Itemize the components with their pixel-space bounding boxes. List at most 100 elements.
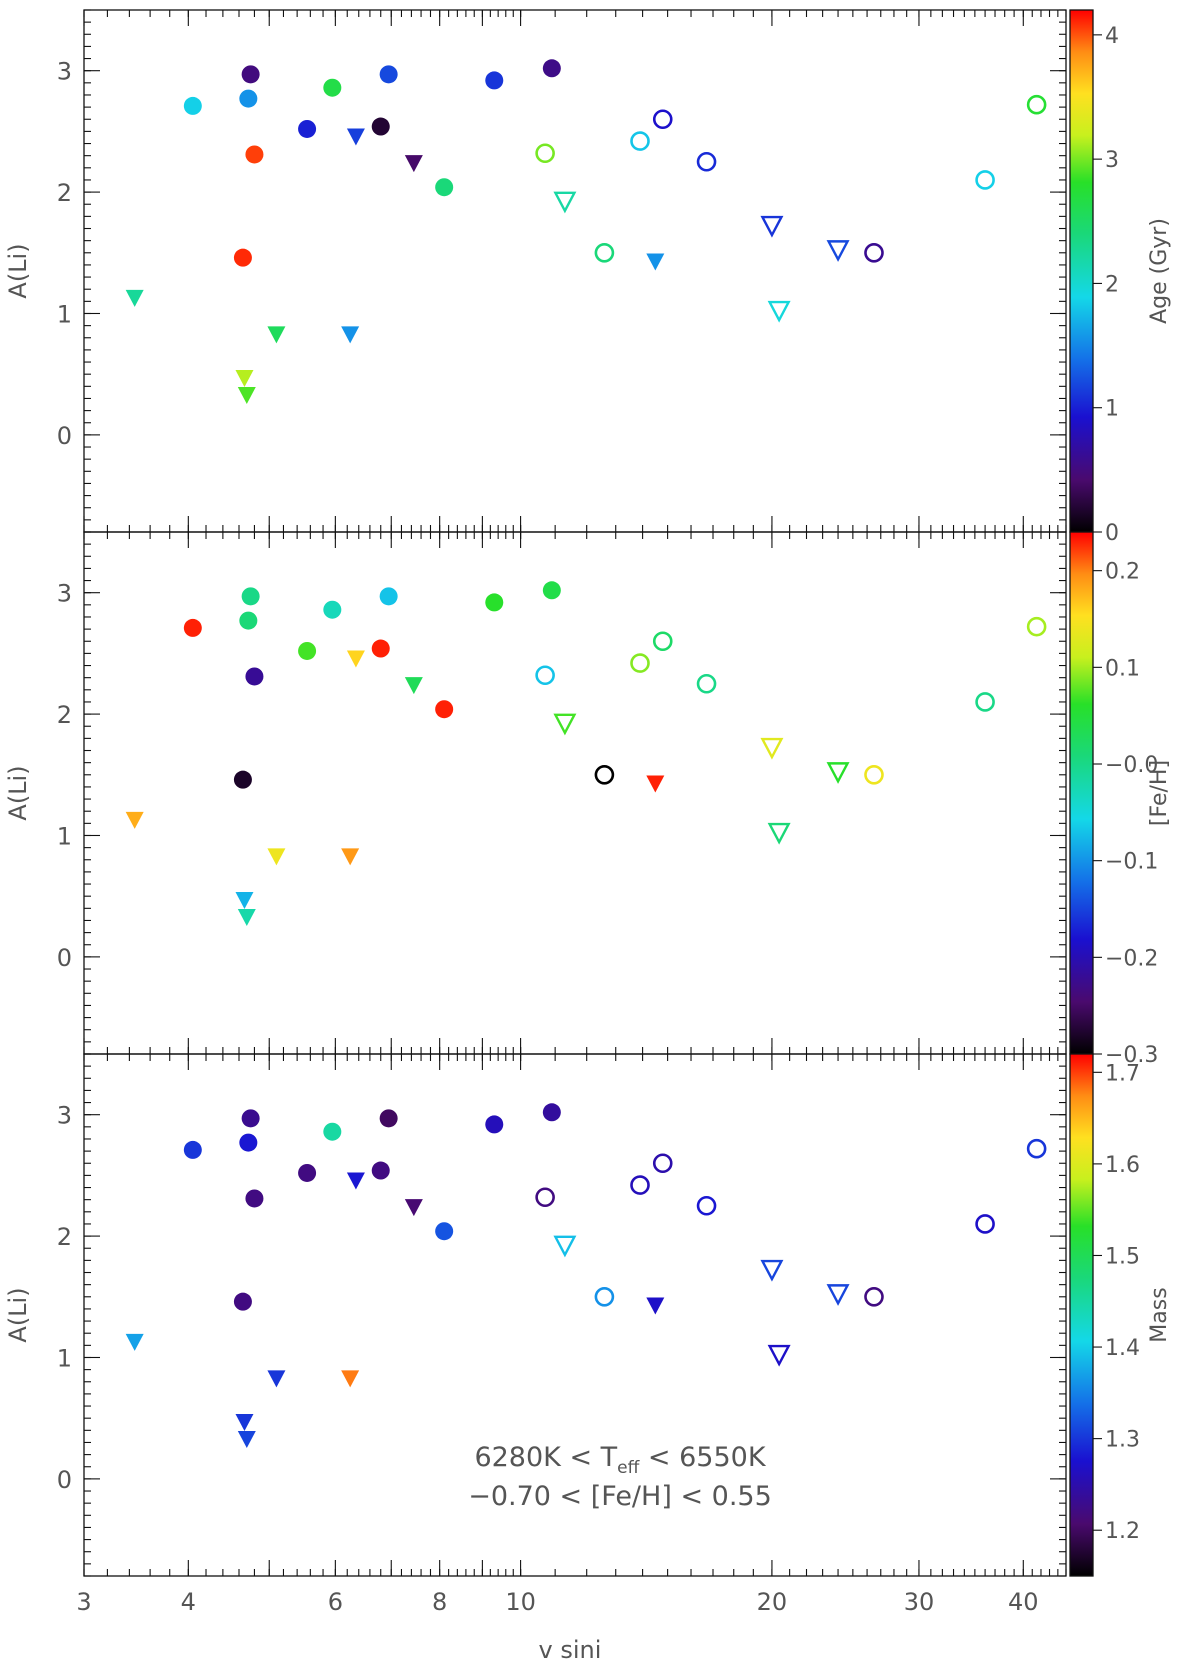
y-tick-label: 3	[57, 58, 72, 86]
data-point-limit	[235, 892, 254, 910]
colorbar	[1070, 10, 1093, 532]
y-tick-label: 0	[57, 1466, 72, 1494]
data-point	[241, 587, 260, 606]
data-point-open	[696, 151, 717, 172]
data-point-open	[630, 653, 650, 673]
data-point	[542, 581, 561, 600]
data-point	[241, 65, 260, 84]
data-point-limit	[237, 909, 256, 927]
data-point-open	[696, 673, 717, 694]
panel-2: 0 1 2 3 A(Li) −0.3 −0.2 −0.1 −0.0 0.1 0.2 [Fe/H]	[4, 531, 1172, 1068]
data-point-open	[1026, 94, 1047, 115]
data-point	[542, 1103, 561, 1122]
colorbar-tick-label: 0.1	[1105, 656, 1140, 681]
colorbar-tick-label: −0.0	[1105, 753, 1158, 778]
annotation-teff-text: 6280K < Teff < 6550K	[474, 1442, 766, 1478]
data-point	[379, 65, 398, 84]
y-tick-label: 2	[57, 1223, 72, 1251]
data-point-limit-open	[826, 240, 850, 262]
data-point-limit	[646, 1297, 665, 1315]
data-point-limit	[341, 848, 360, 866]
data-point	[239, 1133, 258, 1152]
x-tick-label: 4	[181, 1588, 196, 1616]
colorbar-tick-label: 1.7	[1105, 1061, 1140, 1086]
data-point-limit-open	[826, 1284, 850, 1306]
x-tick-label: 40	[1008, 1588, 1039, 1616]
data-point	[183, 618, 202, 637]
data-point-open	[594, 1286, 615, 1307]
data-point	[245, 145, 264, 164]
colorbar-label: Age (Gyr)	[1147, 218, 1172, 324]
colorbar-tick-label: 1.6	[1105, 1153, 1140, 1178]
x-tick-label: 20	[757, 1588, 788, 1616]
data-point-open	[594, 764, 615, 785]
data-point	[298, 119, 317, 138]
data-point	[542, 59, 561, 78]
colorbar-tick-label: 3	[1105, 148, 1119, 173]
colorbar-tick-label: 1.3	[1105, 1428, 1140, 1453]
colorbar-label: Mass	[1147, 1287, 1172, 1342]
data-point	[323, 600, 342, 619]
y-tick-label: 2	[57, 179, 72, 207]
colorbar-tick-label: −0.1	[1105, 850, 1158, 875]
panel-3: 0 1 2 3 A(Li) 1.2 1.3 1.4 1.5 1.6 1.7 Mass 3 4 6 8 10 20 3…	[4, 1053, 1172, 1616]
data-point	[485, 71, 504, 90]
data-point-open	[975, 1214, 995, 1234]
colorbar-tick-label: 0	[1105, 521, 1119, 546]
x-tick-label: 6	[328, 1588, 343, 1616]
y-axis-label: A(Li)	[4, 1287, 32, 1342]
y-tick-label: 3	[57, 580, 72, 608]
y-tick-label: 0	[57, 944, 72, 972]
data-point-limit	[267, 326, 286, 344]
data-point	[233, 248, 252, 267]
data-point-limit	[346, 1172, 365, 1190]
data-point-open	[535, 143, 555, 164]
data-point	[298, 641, 317, 660]
data-point-limit	[267, 1370, 286, 1388]
y-axis-label: A(Li)	[4, 243, 32, 298]
data-point	[485, 593, 504, 612]
data-point-open	[630, 1175, 650, 1195]
annotation-feh-text: −0.70 < [Fe/H] < 0.55	[468, 1481, 772, 1512]
data-point	[371, 639, 390, 658]
data-point-limit-open	[767, 300, 791, 323]
data-point	[371, 117, 390, 136]
data-point	[239, 89, 258, 108]
data-point-open	[535, 665, 555, 686]
colorbar-label: [Fe/H]	[1147, 760, 1172, 826]
data-point-open	[652, 109, 673, 130]
data-point-limit-open	[767, 822, 791, 845]
data-point-open	[535, 1187, 555, 1208]
data-point-limit	[125, 811, 144, 829]
data-point-limit-open	[760, 737, 784, 760]
data-point-open	[630, 131, 650, 151]
data-point	[323, 78, 342, 97]
data-point-open	[1026, 1138, 1047, 1159]
data-point-limit	[237, 1431, 256, 1449]
data-point	[323, 1122, 342, 1141]
data-point	[298, 1163, 317, 1182]
data-point-open	[652, 631, 673, 652]
colorbar	[1070, 1054, 1093, 1576]
data-point	[245, 1189, 264, 1208]
panel-3-annotation: 6280K < Teff < 6550K −0.70 < [Fe/H] < 0.…	[468, 1442, 772, 1512]
colorbar-tick-label: −0.3	[1105, 1043, 1158, 1068]
data-point-limit-open	[767, 1344, 791, 1367]
x-axis-label: v sini	[539, 1636, 602, 1661]
data-point-open	[652, 1153, 673, 1174]
data-point-limit-open	[553, 1235, 577, 1258]
data-point	[183, 96, 202, 115]
data-point	[245, 667, 264, 686]
data-point-limit	[235, 1414, 254, 1432]
x-tick-label: 10	[505, 1588, 536, 1616]
plot-frame	[83, 9, 1067, 533]
data-point	[233, 770, 252, 789]
data-point	[435, 178, 454, 197]
data-point-limit	[646, 253, 665, 271]
data-point-open	[696, 1195, 717, 1216]
data-point-limit	[237, 387, 256, 405]
data-point-limit	[646, 775, 665, 793]
data-point-open	[864, 1286, 884, 1307]
colorbar-tick-label: 1.4	[1105, 1336, 1140, 1361]
